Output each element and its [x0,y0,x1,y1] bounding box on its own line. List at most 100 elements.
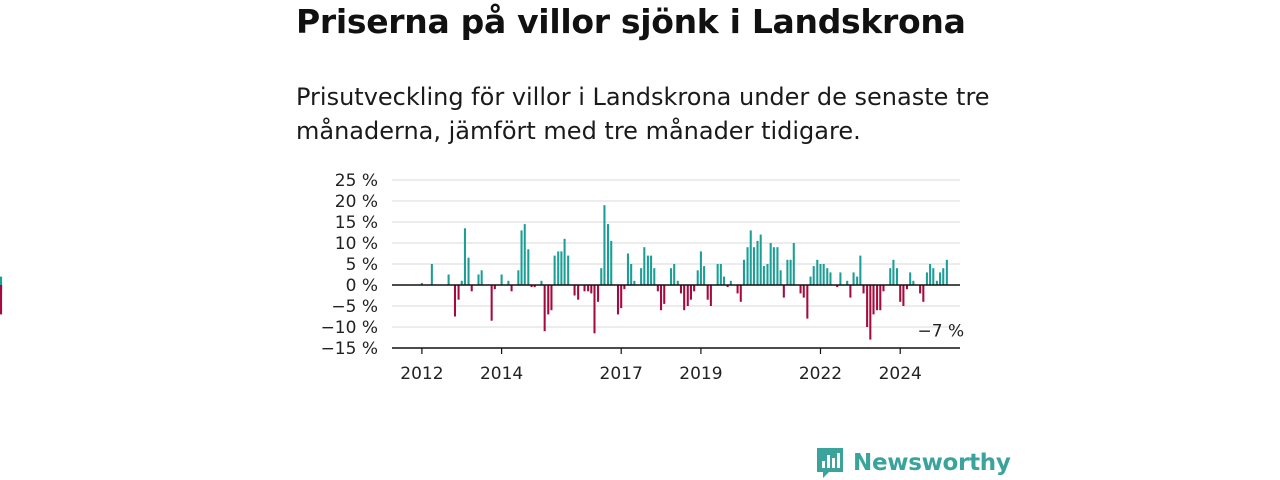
x-tick-label: 2012 [400,364,443,384]
bar-negative [470,285,473,292]
bar-positive [703,266,706,285]
bar-negative [806,285,809,319]
bar-positive [603,205,606,285]
bar-positive [839,272,842,285]
bar-negative [739,285,742,302]
bar-positive [557,251,560,285]
bar-positive [772,247,775,285]
bar-positive [560,251,563,285]
bar-negative [550,285,553,311]
bar-positive [856,276,859,285]
bar-positive [779,270,782,285]
chart-subtitle: Prisutveckling för villor i Landskrona u… [296,83,990,145]
bar-negative [543,285,546,332]
bar-positive [553,255,556,285]
y-tick-label: 0 % [346,276,378,296]
bar-negative [530,285,533,288]
bar-positive [633,280,636,285]
bar-negative [547,285,550,315]
bar-negative [726,285,729,288]
bar-negative [866,285,869,327]
bar-negative [510,285,513,292]
bar-positive [520,230,523,285]
bar-positive [752,247,755,285]
bar-negative [869,285,872,340]
bar-negative [656,285,659,292]
bar-negative [620,285,623,309]
bar-positive [673,264,676,285]
bar-negative [597,285,600,302]
bar-positive [723,276,726,285]
bar-negative [899,285,902,302]
bar-positive [759,234,762,285]
bar-negative [876,285,879,311]
bar-negative [922,285,925,302]
x-tick-label: 2017 [600,364,643,384]
x-tick-label: 2024 [879,364,922,384]
bar-positive [819,264,822,285]
bar-positive [669,268,673,285]
bar-positive [567,255,570,285]
x-axis-labels: 2012 2014 2017 2019 2022 2024 [400,364,922,384]
bar-positive [467,257,470,285]
bar-negative [709,285,712,306]
bar-negative [590,285,593,294]
bar-positive [889,268,892,285]
brand-logo: Newsworthy [815,446,1011,480]
bar-positive [430,264,433,285]
x-tick-label: 2022 [799,364,842,384]
bar-negative [836,285,839,288]
bar-positive [895,268,899,285]
bar-negative [623,285,626,290]
bar-positive [756,240,759,285]
bar-positive [523,224,526,285]
bar-negative [577,285,580,300]
bar-negative [0,285,3,315]
y-tick-label: −10 % [321,318,378,338]
x-tick-label: 2014 [480,364,523,384]
bar-negative [919,285,922,294]
bar-negative [882,285,885,292]
bar-positive [846,280,849,285]
x-tick-label: 2019 [679,364,722,384]
bar-positive [480,270,483,285]
y-tick-label: −5 % [331,297,378,317]
bar-positive [500,274,503,285]
bar-positive [809,276,812,285]
bar-negative [583,285,586,292]
bar-negative [693,285,696,292]
bar-positive [942,268,945,285]
bar-positive [812,266,815,285]
y-axis-labels: 25 %20 %15 %10 %5 %0 %−5 %−10 %−15 % [321,171,378,359]
bar-negative [663,285,666,304]
bar-positive [932,268,935,285]
bar-positive [909,272,912,285]
bar-positive [912,280,915,285]
bar-positive [699,251,702,285]
bar-negative [849,285,852,298]
bar-negative [573,285,576,296]
bar-positive [719,264,722,285]
bar-negative [799,285,802,294]
bar-positive [945,259,948,285]
bar-positive [852,272,855,285]
bar-positive [925,272,928,285]
bar-negative [593,285,596,334]
bar-negative [453,285,457,317]
bar-positive [420,282,423,285]
bar-negative [905,285,909,290]
bar-negative [862,285,865,294]
bar-negative [802,285,805,298]
bar-negative [660,285,663,311]
bar-negative [587,285,590,292]
bar-negative [872,285,875,315]
newsworthy-logo-icon [817,448,843,478]
y-tick-label: 5 % [346,255,378,275]
bar-positive [696,270,699,285]
y-tick-label: 15 % [335,213,378,233]
bar-negative [490,285,493,321]
bar-negative [736,285,739,294]
bar-positive [460,280,463,285]
bar-positive [600,268,603,285]
bar-positive [653,268,656,285]
